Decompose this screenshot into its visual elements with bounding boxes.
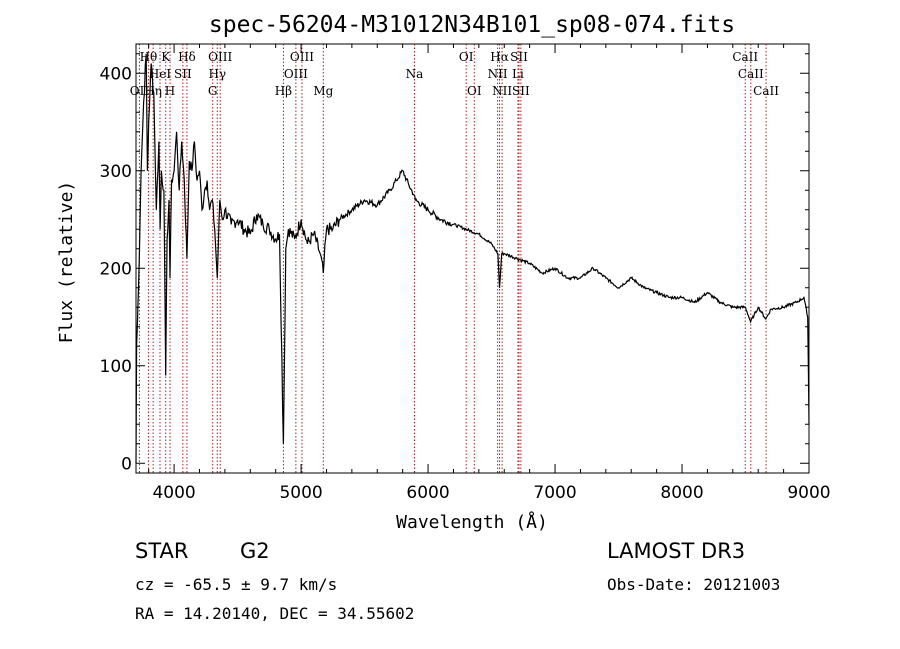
- y-axis: 0 100 200 300 400: [100, 53, 809, 474]
- spectral-line-label: G: [208, 84, 218, 98]
- chart-title: spec-56204-M31012N34B101_sp08-074.fits: [209, 12, 735, 38]
- spectral-line-label: SII: [174, 67, 192, 81]
- spectral-line-label: Hγ: [208, 67, 226, 81]
- x-tick-label: 9000: [787, 483, 830, 503]
- spectral-line-label: CaII: [753, 84, 779, 98]
- spectral-line-label: OI: [459, 50, 474, 64]
- spectral-line-label: OIII: [284, 67, 308, 81]
- spectral-line-label: K: [161, 50, 171, 64]
- y-tick-label: 300: [100, 162, 132, 182]
- x-tick-label: 4000: [152, 483, 195, 503]
- y-tick-label: 100: [100, 357, 132, 377]
- spectral-line-label: CaII: [738, 67, 764, 81]
- coordinates: RA = 14.20140, DEC = 34.55602: [135, 604, 415, 623]
- spectral-line-label: Na: [406, 67, 424, 81]
- y-tick-label: 0: [121, 454, 132, 474]
- spectral-line-label: SII: [510, 50, 528, 64]
- redshift-cz: cz = -65.5 ± 9.7 km/s: [135, 575, 338, 594]
- x-tick-label: 5000: [279, 483, 322, 503]
- spectral-line-label: Hθ: [140, 50, 158, 64]
- spectral-line-label: Mg: [313, 84, 333, 98]
- x-tick-label: 6000: [406, 483, 449, 503]
- observation-date: Obs-Date: 20121003: [607, 575, 781, 594]
- plot-frame: [135, 43, 810, 474]
- spectral-line-label: Hα: [490, 50, 509, 64]
- spectrum-line: [135, 53, 810, 464]
- y-axis-label: Flux (relative): [56, 181, 77, 344]
- spectral-line-label: Li: [512, 67, 524, 81]
- spectral-line-label: NII: [488, 67, 508, 81]
- spectral-line-label: CaII: [732, 50, 758, 64]
- spectral-line-label: Hβ: [275, 84, 292, 98]
- y-tick-label: 400: [100, 64, 132, 84]
- x-tick-label: 8000: [660, 483, 703, 503]
- x-tick-label: 7000: [533, 483, 576, 503]
- spectral-line-label: HeI: [149, 67, 172, 81]
- object-subclass: G2: [240, 539, 270, 563]
- spectral-line-label: NII: [492, 84, 512, 98]
- x-axis-label: Wavelength (Å): [396, 511, 548, 533]
- spectral-line-label: Hδ: [178, 50, 196, 64]
- object-class: STAR: [135, 539, 189, 563]
- spectral-line-label: OI: [467, 84, 482, 98]
- spectral-line-label: H: [165, 84, 175, 98]
- spectral-line-markers: [138, 44, 767, 473]
- spectral-line-label: OIII: [290, 50, 314, 64]
- y-tick-label: 200: [100, 259, 132, 279]
- x-axis: 4000 5000 6000 7000 8000 9000: [148, 44, 831, 503]
- survey-name: LAMOST DR3: [607, 539, 746, 563]
- spectral-line-label: SII: [512, 84, 530, 98]
- spectral-line-label: OIII: [208, 50, 232, 64]
